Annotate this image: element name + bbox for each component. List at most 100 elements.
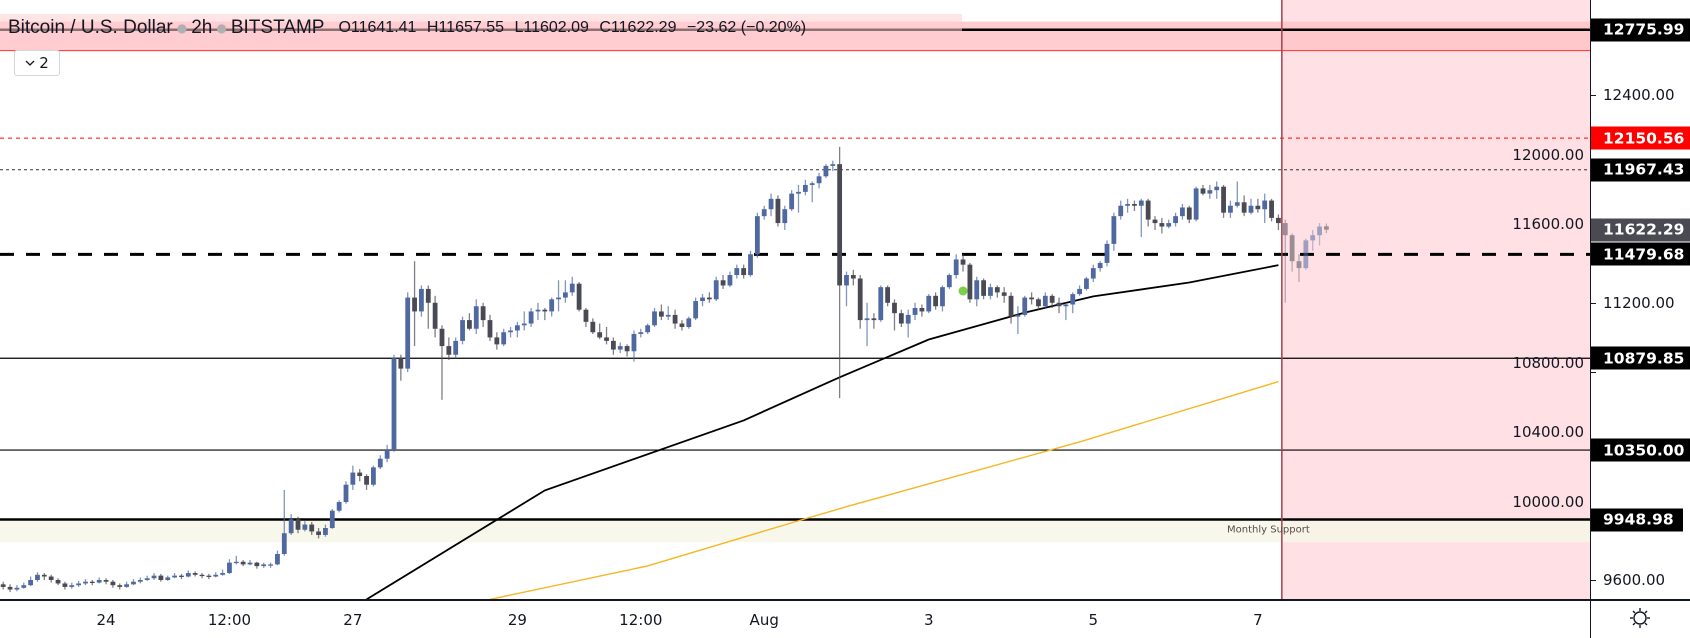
candle (645, 323, 651, 334)
candle (720, 275, 726, 289)
candle (940, 285, 945, 312)
candle-body (508, 330, 513, 333)
candle (124, 581, 130, 588)
candle-body (55, 579, 61, 584)
candle-body (604, 337, 609, 341)
candle-body (41, 574, 47, 577)
candle-body (768, 198, 774, 210)
candle (741, 264, 747, 279)
time-tick-label: 12:00 (619, 611, 663, 629)
candle-body (830, 164, 836, 166)
candle (350, 465, 356, 490)
candle (569, 276, 575, 296)
candle-body (364, 476, 369, 485)
candle (1166, 219, 1172, 229)
candle-body (158, 575, 164, 580)
candle (391, 354, 397, 452)
candle (480, 302, 486, 328)
candle (809, 181, 815, 203)
candle (693, 297, 699, 321)
candle-body (1118, 205, 1124, 217)
candle (1207, 184, 1213, 199)
candle (1029, 292, 1034, 305)
candle (158, 573, 164, 582)
time-tick-label: 24 (96, 611, 116, 629)
candle-body (933, 295, 939, 307)
candle-body (521, 323, 527, 326)
candle-body (700, 297, 705, 302)
candle-body (405, 297, 411, 369)
candle (1228, 200, 1233, 218)
candle-body (329, 510, 335, 529)
candle (329, 508, 335, 529)
candle-body (1269, 200, 1274, 218)
candle-body (1214, 186, 1220, 191)
candle-body (185, 573, 191, 577)
candle (508, 327, 513, 338)
candle (1138, 198, 1144, 237)
candle-body (562, 292, 568, 298)
candle-body (665, 314, 671, 317)
candle-body (391, 358, 397, 451)
candle (185, 570, 191, 578)
candle-body (165, 577, 171, 580)
price-chart[interactable]: Monthly Support (0, 0, 1590, 599)
candle (96, 577, 102, 584)
candle (1296, 254, 1302, 282)
candle (48, 574, 54, 583)
candle-body (69, 585, 75, 587)
time-tick-label: Aug (749, 611, 779, 629)
candle-body (761, 209, 767, 217)
candle (1097, 261, 1103, 272)
candle-body (1303, 240, 1309, 269)
candle-body (988, 287, 993, 296)
candle-body (343, 484, 349, 503)
legend-toggle-button[interactable]: 2 (14, 50, 60, 76)
price-axis[interactable] (1590, 0, 1690, 599)
time-axis[interactable] (0, 599, 1690, 638)
candle-body (275, 553, 280, 565)
price-tick-mark (1590, 302, 1596, 304)
candle (1022, 295, 1028, 317)
candle (1317, 223, 1322, 246)
candle-body (103, 579, 109, 582)
symbol-name[interactable]: Bitcoin / U.S. Dollar (8, 17, 173, 38)
candle-body (28, 579, 34, 586)
price-badge-12150.56: 12150.56 (1591, 126, 1690, 150)
candle (556, 280, 561, 312)
candle (1070, 292, 1076, 314)
candle (343, 481, 349, 504)
candle (14, 585, 20, 592)
separator-dot: ● (216, 21, 227, 35)
candle (1042, 292, 1048, 308)
candle (1132, 200, 1137, 211)
candle (55, 578, 61, 586)
interval[interactable]: 2h (191, 17, 213, 38)
candle (713, 276, 719, 302)
candle-body (782, 209, 788, 224)
candle-body (775, 198, 781, 224)
candle-body (199, 574, 205, 577)
candle-body (336, 502, 342, 511)
candle-body (89, 581, 95, 584)
candle-body (268, 564, 273, 566)
candle-body (569, 283, 575, 293)
candle-body (789, 193, 795, 210)
candle-body (624, 346, 630, 352)
candle (610, 337, 616, 355)
change-value: −23.62 (−0.20%) (686, 19, 807, 36)
candle-body (515, 325, 520, 331)
gear-icon[interactable] (1628, 606, 1652, 630)
candle (761, 205, 767, 220)
candle (604, 327, 609, 345)
candle-body (720, 280, 726, 286)
candle-body (247, 562, 253, 565)
candle-body (1036, 299, 1041, 307)
candle-body (309, 524, 315, 532)
candle (871, 313, 877, 329)
moving-average-slow (366, 264, 1279, 599)
candle-body (802, 184, 808, 192)
candle-body (1173, 216, 1178, 224)
candle-body (48, 576, 54, 580)
candle (323, 524, 328, 537)
